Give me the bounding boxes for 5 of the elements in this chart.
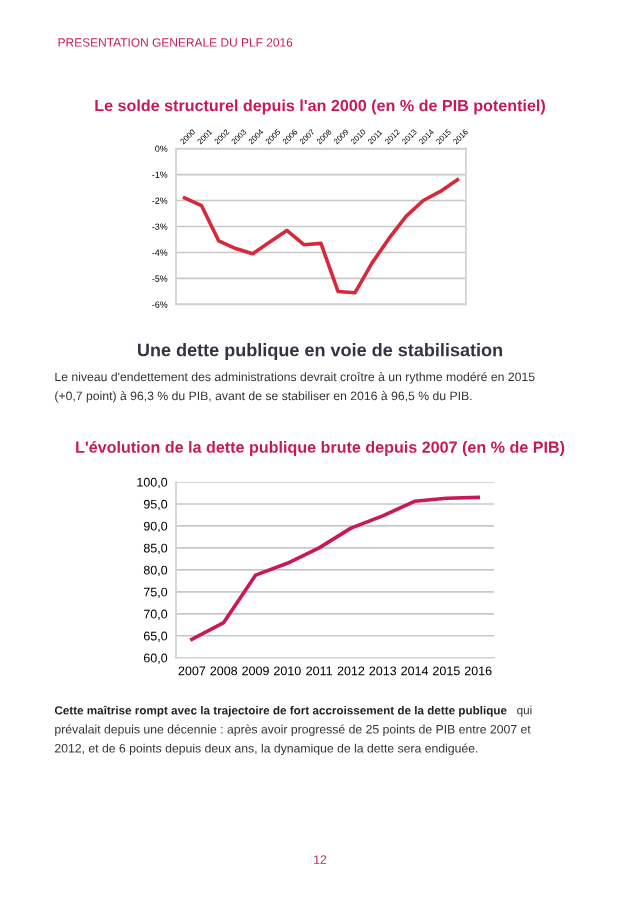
- text: Une dette publique en voie de stabilisation: [138, 343, 502, 360]
- chart-title: L'évolution de la dette publique brute depuis 2007 (en % de PIB): [76, 440, 565, 457]
- line-series: [182, 177, 460, 295]
- line-series: [190, 495, 480, 642]
- chart-title: Le solde structurel depuis l'an 2000 (en % de PIB potentiel): [95, 99, 545, 115]
